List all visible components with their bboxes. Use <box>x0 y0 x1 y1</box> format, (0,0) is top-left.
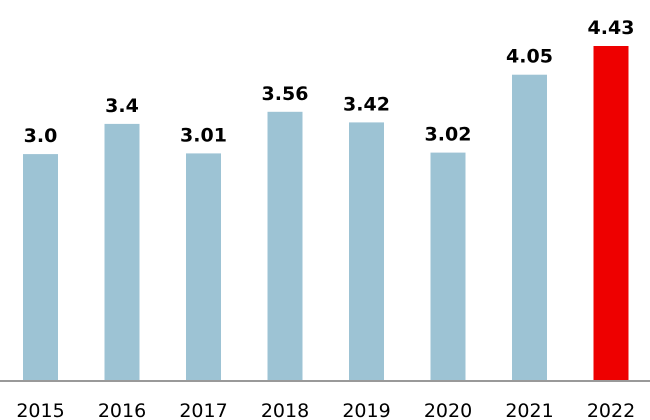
bar-2022 <box>593 46 629 381</box>
value-label-2020: 3.02 <box>425 124 472 146</box>
bar-2018 <box>267 111 303 382</box>
value-labels-group: 3.0 3.4 3.01 3.56 3.42 3.02 4.05 4.43 <box>24 17 635 147</box>
value-label-2018: 3.56 <box>262 83 309 105</box>
x-tick-label-2016: 2016 <box>98 400 146 420</box>
x-tick-label-2019: 2019 <box>342 400 390 420</box>
value-label-2017: 3.01 <box>180 124 227 146</box>
bar-2021 <box>512 74 547 381</box>
x-tick-label-2020: 2020 <box>424 400 472 420</box>
value-label-2015: 3.0 <box>24 125 58 147</box>
x-tick-label-2018: 2018 <box>261 400 309 420</box>
x-tick-label-2021: 2021 <box>505 400 553 420</box>
x-tick-label-2017: 2017 <box>179 400 227 420</box>
bar-2019 <box>349 122 384 382</box>
bars-group <box>23 46 629 382</box>
value-label-2016: 3.4 <box>105 95 139 117</box>
bar-2020 <box>430 152 466 381</box>
bar-2016 <box>104 123 140 382</box>
bar-2017 <box>186 153 221 381</box>
x-tick-label-2015: 2015 <box>16 400 64 420</box>
x-tick-labels-group: 2015 2016 2017 2018 2019 2020 2021 2022 <box>16 400 635 420</box>
bar-2015 <box>23 154 58 381</box>
x-tick-label-2022: 2022 <box>587 400 635 420</box>
value-label-2021: 4.05 <box>506 46 553 68</box>
value-label-2019: 3.42 <box>343 93 390 115</box>
value-label-2022: 4.43 <box>588 17 635 39</box>
